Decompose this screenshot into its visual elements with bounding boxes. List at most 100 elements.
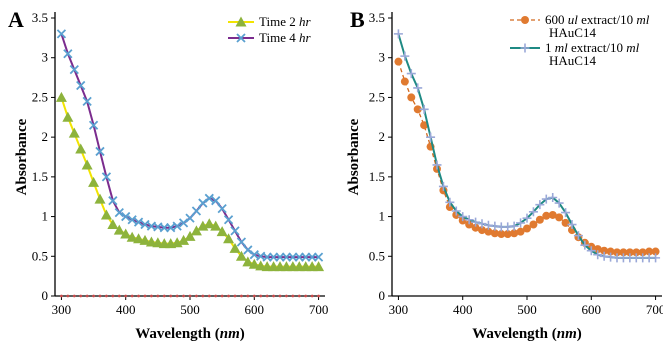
data-point-circle (561, 218, 570, 227)
data-point-triangle (107, 219, 119, 230)
y-tick-label: 1.5 (32, 169, 48, 184)
panel-letter: A (8, 7, 24, 32)
data-point-dot (265, 294, 269, 298)
data-point-plus (438, 181, 448, 191)
series-line (60, 33, 319, 259)
data-point-triangle (248, 258, 260, 269)
data-point-plus (477, 219, 487, 229)
x-axis-title-paren-open: ( (211, 326, 220, 342)
y-tick-label: 1 (379, 209, 386, 224)
data-point-triangle (55, 91, 67, 102)
legend-label-part: hr (299, 14, 312, 29)
data-point-dot (207, 294, 211, 298)
data-point-triangle (81, 159, 93, 170)
data-point-dot (285, 294, 288, 298)
y-tick-label: 0 (379, 288, 386, 303)
data-point-triangle (313, 261, 325, 272)
x-tick-label: 400 (116, 302, 136, 317)
data-point-cross (172, 221, 182, 231)
legend-item: Time 2 hr (228, 14, 311, 29)
series-3 (60, 294, 320, 298)
data-point-plus (535, 200, 545, 210)
data-point-circle (497, 230, 506, 239)
data-point-circle (420, 121, 429, 130)
data-point-circle (600, 246, 609, 255)
data-point-dot (98, 294, 102, 298)
data-point-plus (464, 215, 474, 225)
data-point-dot (175, 294, 179, 298)
data-point-circle (413, 105, 422, 114)
legend-label-part: Time 2 (259, 14, 299, 29)
x-tick-label: 700 (646, 302, 663, 317)
legend-label-part: ul (568, 12, 579, 27)
data-point-circle (638, 248, 647, 257)
x-axis-title-paren-close: ) (577, 326, 582, 342)
data-point-triangle (210, 220, 222, 231)
series-line (397, 33, 656, 259)
legend-label-part: HAuC14 (549, 53, 596, 68)
data-point-circle (625, 248, 634, 257)
data-point-cross (211, 196, 221, 206)
data-point-triangle (120, 228, 132, 239)
data-point-triangle (68, 127, 80, 138)
data-point-cross (127, 215, 137, 225)
y-axis-title: Absorbance (14, 118, 30, 195)
data-point-dot (297, 294, 301, 298)
data-point-cross (101, 172, 112, 182)
data-point-triangle (229, 242, 241, 253)
data-point-cross (108, 196, 118, 206)
data-point-cross (95, 146, 105, 157)
legend-label: HAuC14 (549, 25, 596, 40)
data-point-dot (111, 294, 115, 298)
x-tick-label: 700 (309, 302, 329, 317)
data-point-dot (169, 294, 173, 298)
data-point-circle (503, 230, 512, 239)
y-tick-label: 0.5 (32, 248, 48, 263)
legend-item: Time 4 hr (228, 30, 311, 45)
data-point-circle (400, 77, 409, 86)
data-point-triangle (94, 193, 106, 204)
series-2 (393, 29, 661, 263)
data-point-dot (105, 294, 108, 298)
data-point-circle (555, 213, 564, 222)
x-axis-title: Wavelength (nm) (472, 326, 582, 342)
data-point-cross (82, 96, 92, 107)
data-point-plus (509, 221, 519, 231)
data-point-circle (548, 210, 557, 219)
data-point-cross (185, 213, 195, 223)
legend-label-part: HAuC14 (549, 25, 596, 40)
data-point-cross (56, 29, 67, 39)
data-point-circle (516, 227, 525, 236)
y-tick-label: 3.5 (32, 10, 48, 25)
data-point-cross (133, 217, 144, 227)
y-tick-label: 2.5 (32, 89, 48, 104)
legend-label: 1 ml extract/10 ml (545, 40, 640, 55)
data-point-dot (85, 294, 89, 298)
panel-letter: B (350, 7, 365, 32)
series-2 (56, 29, 324, 262)
data-point-dot (79, 294, 83, 298)
data-point-plus (419, 104, 429, 114)
data-point-triangle (178, 234, 190, 245)
data-point-dot (240, 294, 243, 298)
x-axis-title-text: Wavelength (135, 326, 211, 342)
data-point-circle (651, 247, 660, 256)
data-point-dot (137, 294, 140, 298)
series-line (60, 97, 319, 268)
legend-label-part: hr (299, 30, 312, 45)
data-point-dot (130, 294, 134, 298)
data-point-plus (580, 240, 590, 250)
data-point-circle (529, 220, 538, 229)
x-tick-label: 300 (389, 302, 409, 317)
legend-label-part: extract/10 (568, 40, 626, 55)
data-point-dot (246, 294, 250, 298)
data-point-plus (586, 246, 596, 256)
y-tick-label: 2 (42, 129, 49, 144)
data-point-plus (522, 213, 532, 223)
x-axis-title-unit: nm (557, 326, 577, 342)
legend-label-part: 1 (545, 40, 555, 55)
data-point-triangle (62, 111, 74, 122)
data-point-triangle (133, 233, 145, 244)
